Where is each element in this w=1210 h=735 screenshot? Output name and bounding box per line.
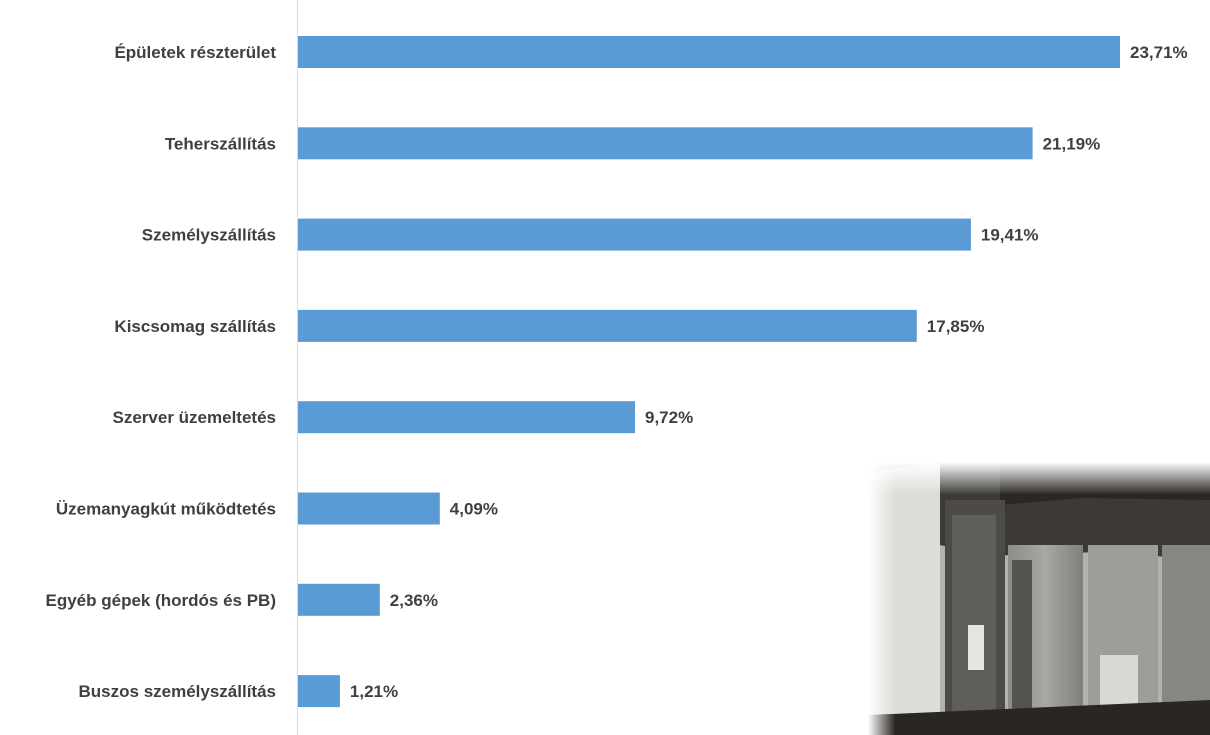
value-label-2: 19,41% xyxy=(981,226,1039,245)
bar-2 xyxy=(298,218,971,251)
category-label-1: Teherszállítás xyxy=(165,134,276,153)
value-label-3: 17,85% xyxy=(927,317,985,336)
bar-3 xyxy=(298,309,917,342)
bar-4 xyxy=(298,401,635,434)
bar-7 xyxy=(298,675,340,708)
category-label-5: Üzemanyagkút működtetés xyxy=(56,500,276,519)
server-room-photo xyxy=(868,462,1210,735)
category-label-7: Buszos személyszállítás xyxy=(79,682,276,701)
category-label-2: Személyszállítás xyxy=(142,226,276,245)
value-label-7: 1,21% xyxy=(350,682,398,701)
category-label-0: Épületek részterület xyxy=(114,43,276,62)
bar-6 xyxy=(298,583,380,616)
value-label-0: 23,71% xyxy=(1130,43,1188,62)
value-label-1: 21,19% xyxy=(1043,134,1101,153)
bar-1 xyxy=(298,127,1033,160)
value-label-5: 4,09% xyxy=(450,500,498,519)
bars-group xyxy=(298,36,1120,708)
value-label-6: 2,36% xyxy=(390,591,438,610)
category-label-3: Kiscsomag szállítás xyxy=(114,317,276,336)
value-label-4: 9,72% xyxy=(645,408,693,427)
category-labels-group: Épületek részterület Teherszállítás Személ… xyxy=(46,43,277,701)
value-labels-group: 23,71% 21,19% 19,41% 17,85% 9,72% 4,09% 2,36% 1… xyxy=(350,43,1188,701)
bar-0 xyxy=(298,36,1120,68)
category-label-6: Egyéb gépek (hordós és PB) xyxy=(46,591,277,610)
category-label-4: Szerver üzemeltetés xyxy=(113,408,276,427)
bar-5 xyxy=(298,492,440,525)
